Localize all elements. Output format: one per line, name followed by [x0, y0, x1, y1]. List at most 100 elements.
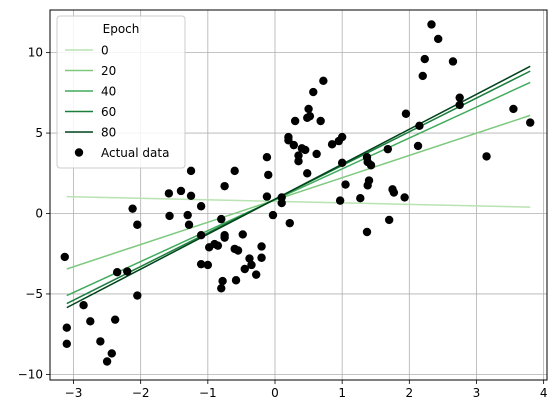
data-point	[217, 214, 226, 224]
data-point	[312, 149, 321, 159]
data-point	[364, 176, 374, 185]
data-point	[217, 284, 226, 293]
x-tick-label: 0	[271, 386, 279, 400]
data-point	[303, 169, 312, 178]
data-point	[268, 210, 278, 220]
x-tick-label: 4	[540, 386, 548, 400]
legend-box	[56, 15, 186, 169]
data-point	[165, 211, 174, 221]
data-point	[448, 57, 458, 66]
data-point	[418, 71, 427, 81]
x-tick-label: −3	[65, 386, 83, 400]
data-point	[102, 357, 112, 366]
data-point	[304, 104, 313, 114]
data-point	[220, 181, 229, 191]
data-point	[245, 254, 254, 263]
data-point	[327, 140, 337, 149]
data-point	[285, 218, 294, 228]
legend-label: 20	[101, 64, 116, 78]
data-point	[186, 191, 196, 201]
data-point	[356, 194, 365, 203]
legend-swatch-actual-data	[74, 148, 84, 157]
x-tick-label: 1	[338, 386, 346, 400]
y-tick-label: 5	[35, 126, 43, 140]
x-tick-label: −1	[199, 386, 217, 400]
data-point	[400, 193, 409, 202]
epoch-lines	[66, 65, 531, 309]
data-point	[413, 141, 423, 151]
data-point	[455, 100, 464, 110]
data-point	[233, 246, 243, 255]
epoch-0-line	[66, 195, 531, 208]
epoch-20-line	[66, 114, 531, 270]
data-point	[301, 145, 310, 155]
data-point	[415, 121, 424, 131]
legend-label: 80	[101, 126, 116, 140]
data-point	[184, 220, 194, 229]
data-point	[482, 152, 491, 161]
data-point	[455, 93, 464, 102]
epoch-80-line	[66, 65, 531, 309]
data-point	[341, 180, 350, 189]
data-point	[290, 116, 300, 126]
data-point	[305, 111, 315, 121]
data-point	[277, 198, 286, 208]
data-point	[257, 253, 266, 262]
data-point	[401, 109, 411, 118]
data-point	[218, 276, 227, 286]
data-point	[112, 268, 122, 277]
data-point	[257, 242, 266, 251]
data-point	[186, 166, 196, 176]
data-point	[251, 270, 261, 279]
data-point	[384, 215, 394, 225]
y-tick-label: −10	[18, 367, 43, 381]
legend-label: 0	[101, 44, 109, 58]
data-point	[335, 196, 345, 205]
data-point	[231, 276, 241, 285]
data-point	[164, 189, 174, 198]
y-tick-label: 0	[35, 207, 43, 221]
x-tick-label: 2	[405, 386, 413, 400]
data-point	[294, 157, 303, 166]
data-point	[337, 158, 347, 168]
data-point	[337, 132, 347, 142]
data-point	[319, 76, 328, 85]
data-point	[96, 337, 105, 346]
data-point	[133, 291, 142, 300]
data-point	[62, 339, 71, 349]
x-tick-label: −2	[132, 386, 150, 400]
data-point	[362, 227, 372, 237]
y-tick-label: −5	[25, 287, 43, 301]
data-point	[230, 166, 239, 176]
data-point	[183, 210, 192, 220]
data-point	[420, 54, 429, 64]
data-point	[316, 116, 325, 126]
data-point	[123, 267, 132, 276]
y-tick-label: 10	[28, 46, 43, 60]
data-point	[79, 300, 88, 310]
epoch-40-line	[66, 81, 531, 297]
legend: Epoch 0 20 40 60 80 Actual data	[56, 15, 186, 169]
data-point	[128, 204, 137, 213]
data-point	[196, 259, 206, 269]
data-point	[240, 264, 249, 274]
data-point	[526, 118, 535, 127]
data-point	[196, 202, 206, 211]
data-point	[262, 152, 272, 162]
data-point	[62, 323, 71, 332]
legend-label: 40	[101, 85, 116, 99]
data-point	[289, 140, 298, 150]
data-point	[264, 170, 273, 180]
data-point	[86, 317, 95, 326]
legend-title: Epoch	[103, 22, 140, 36]
data-point	[262, 192, 272, 201]
data-point	[238, 230, 247, 239]
data-point	[509, 104, 518, 114]
data-point	[107, 349, 116, 358]
data-point	[110, 315, 120, 324]
data-point	[284, 132, 293, 142]
data-point	[213, 241, 223, 250]
plot-frame	[49, 9, 548, 381]
legend-label: Actual data	[101, 146, 169, 160]
